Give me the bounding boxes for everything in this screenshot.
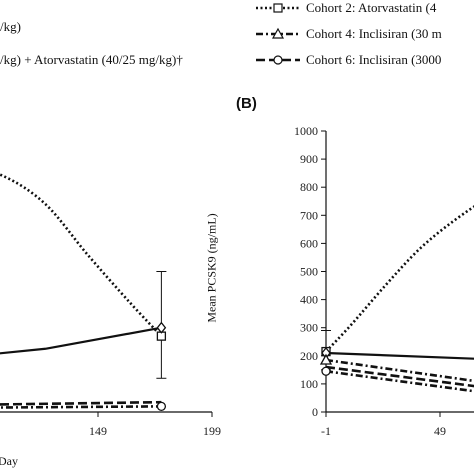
panel-b-y-tick-label: 200 xyxy=(300,349,318,363)
panel-a-series-line-1 xyxy=(0,326,162,355)
panel-b-series-line-0 xyxy=(325,205,474,353)
panel-b-y-tick-label: 700 xyxy=(300,208,318,222)
panel-a-plot xyxy=(0,173,167,412)
panel-b-series-line-4 xyxy=(325,369,474,393)
legend-sample-cohort-4-marker xyxy=(271,27,285,39)
panel-b-y-tick-label: 0 xyxy=(312,405,318,419)
panel-b-y-tick-label: 1000 xyxy=(294,124,318,138)
panel-a-x-tick-label-199: 199 xyxy=(203,424,221,438)
panel-a-axes xyxy=(0,411,213,417)
panel-b-y-tick-label: 500 xyxy=(300,265,318,279)
legend-entry-cohort-4: Cohort 4: Inclisiran (30 m xyxy=(306,26,442,41)
legend-sample-cohort-6-marker xyxy=(273,55,283,65)
panel-b-series-line-3 xyxy=(325,365,474,388)
panel-b-axes xyxy=(325,131,474,413)
panel-b-y-tick-label: 900 xyxy=(300,152,318,166)
panel-b-data-point-2 xyxy=(319,353,333,365)
legend-entry-left-2: /kg) + Atorvastatin (40/25 mg/kg)† xyxy=(0,52,183,67)
panel-b-y-tick-label: 600 xyxy=(300,236,318,250)
panel-a-series-line-2 xyxy=(0,400,162,406)
legend-entry-cohort-6: Cohort 6: Inclisiran (3000 xyxy=(306,52,442,67)
panel-b-y-tick-label: 400 xyxy=(300,293,318,307)
panel-a-series-line-3 xyxy=(0,405,162,409)
panel-a-data-point-3 xyxy=(156,401,167,412)
panel-b-y-tick-label: 800 xyxy=(300,180,318,194)
panel-b-x-tick-label: 49 xyxy=(434,424,446,438)
panel-b-series-line-2 xyxy=(325,358,474,383)
panel-b-data-point-4 xyxy=(321,366,331,376)
legend-line-samples xyxy=(256,3,300,65)
legend-entry-left-1: /kg) xyxy=(0,19,21,34)
panel-a-data-point-1 xyxy=(156,321,167,334)
panel-b-x-tick-label: -1 xyxy=(321,424,331,438)
panel-a-series-line-0 xyxy=(0,173,163,338)
panel-b-label: (B) xyxy=(236,95,257,112)
panel-b-plot xyxy=(319,205,474,393)
panel-b-y-tick-label: 300 xyxy=(300,321,318,335)
legend-sample-cohort-2-marker xyxy=(273,3,283,13)
legend-entry-cohort-2: Cohort 2: Atorvastatin (4 xyxy=(306,0,437,15)
panel-a-x-axis-label: Day xyxy=(0,454,18,468)
panel-a-x-tick-label-149: 149 xyxy=(89,424,107,438)
panel-b-ticks: 0 100 200 300 400 500 600 700 800 900 1000 -1 49 xyxy=(294,124,446,438)
panel-b-series-line-1 xyxy=(325,351,474,360)
panel-b-y-tick-label: 100 xyxy=(300,377,318,391)
